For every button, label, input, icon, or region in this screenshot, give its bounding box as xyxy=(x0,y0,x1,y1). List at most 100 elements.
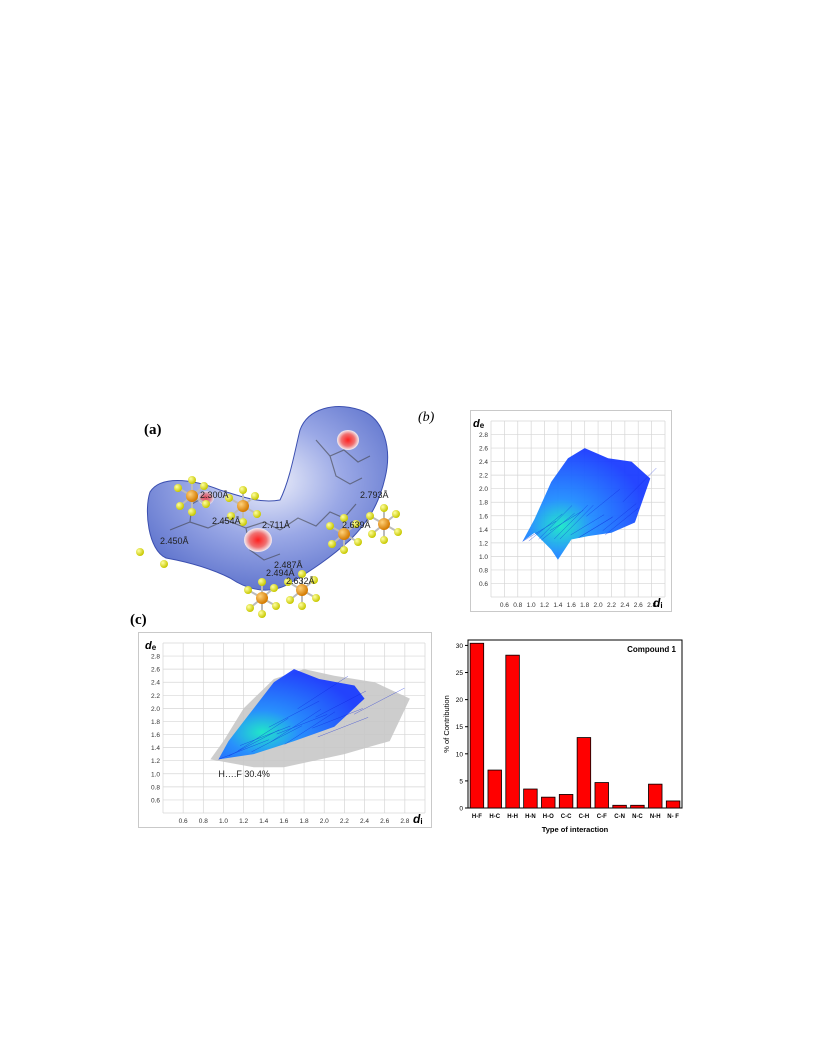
y-tick-label: 0.6 xyxy=(479,581,488,588)
y-tick-label: 1.6 xyxy=(151,732,160,739)
y-tick-label: 2.6 xyxy=(479,446,488,453)
y-tick-label: 15 xyxy=(456,724,464,731)
y-tick-label: 1.2 xyxy=(479,540,488,547)
x-tick-label: C-H xyxy=(579,814,590,820)
x-tick-label: 0.6 xyxy=(500,602,509,609)
x-tick-label: 1.0 xyxy=(219,818,228,825)
y-tick-label: 1.4 xyxy=(151,745,160,752)
x-tick-label: C-N xyxy=(614,814,625,820)
texture-line xyxy=(251,725,303,753)
pf6-anions xyxy=(136,476,402,618)
texture-line xyxy=(317,717,369,738)
x-tick-label: C-F xyxy=(597,814,607,820)
x-tick-label: H-O xyxy=(543,814,554,820)
texture-line xyxy=(538,505,573,540)
y-tick-label: 0.8 xyxy=(479,567,488,574)
chart-title: Compound 1 xyxy=(627,645,676,654)
y-tick-label: 5 xyxy=(459,778,463,785)
x-tick-label: C-C xyxy=(561,814,572,820)
texture-line xyxy=(276,714,328,735)
x-tick-label: 1.4 xyxy=(259,818,268,825)
x-tick-label: 2.6 xyxy=(380,818,389,825)
y-tick-label: 1.2 xyxy=(151,758,160,765)
y-axis-label: de xyxy=(473,418,485,430)
y-tick-label: 0.8 xyxy=(151,784,160,791)
texture-line xyxy=(270,709,322,743)
y-tick-label: 2.6 xyxy=(151,667,160,674)
x-tick-label: 2.8 xyxy=(400,818,409,825)
x-tick-label: H-N xyxy=(525,814,536,820)
bar xyxy=(648,783,663,809)
y-tick-label: 1.4 xyxy=(479,527,488,534)
bar xyxy=(630,804,645,809)
y-tick-label: 10 xyxy=(456,751,464,758)
x-tick-label: 1.2 xyxy=(540,602,549,609)
y-tick-label: 2.2 xyxy=(479,473,488,480)
fingerprint-points xyxy=(218,669,365,760)
bar xyxy=(594,782,609,809)
distance-label: 2.793Å xyxy=(360,490,389,500)
x-axis-label: Type of interaction xyxy=(542,825,609,834)
x-tick-label: 2.4 xyxy=(620,602,629,609)
bar xyxy=(487,769,502,809)
y-tick-label: 25 xyxy=(456,670,464,677)
y-tick-label: 2.2 xyxy=(151,693,160,700)
x-tick-label: 2.4 xyxy=(360,818,369,825)
x-axis-label: di xyxy=(653,596,663,610)
x-tick-label: 2.0 xyxy=(320,818,329,825)
y-tick-label: 1.0 xyxy=(479,554,488,561)
y-axis-label: de xyxy=(145,640,157,652)
y-tick-label: 2.4 xyxy=(479,459,488,466)
x-tick-label: N-H xyxy=(650,814,661,820)
texture-line xyxy=(578,517,613,538)
hirshfeld-surface-image: 2.300Å 2.454Å 2.711Å 2.450Å 2.639Å 2.793… xyxy=(136,406,402,618)
y-tick-label: 1.8 xyxy=(151,719,160,726)
bar xyxy=(505,654,520,809)
x-tick-label: 1.6 xyxy=(279,818,288,825)
texture-line xyxy=(268,700,320,728)
texture-line xyxy=(284,711,336,745)
x-tick-label: 2.0 xyxy=(594,602,603,609)
distance-label: 2.632Å xyxy=(286,576,315,586)
texture-line xyxy=(239,725,291,746)
plot-area xyxy=(467,639,683,809)
y-axis-label: % of Contribution xyxy=(442,695,451,753)
fingerprint-texture xyxy=(218,675,405,760)
y-tick-label: 2.0 xyxy=(479,486,488,493)
texture-line xyxy=(559,504,594,540)
texture-line xyxy=(554,504,588,540)
distance-label: 2.454Å xyxy=(212,516,241,526)
texture-line xyxy=(315,690,367,718)
x-axis-label: di xyxy=(413,812,423,826)
texture-line xyxy=(522,520,557,542)
texture-line xyxy=(297,675,349,710)
x-tick-label: N-C xyxy=(632,814,643,820)
texture-line xyxy=(570,514,605,536)
x-tick-label: N- F xyxy=(667,814,679,820)
x-tick-label: 1.4 xyxy=(553,602,562,609)
x-tick-label: 1.8 xyxy=(580,602,589,609)
texture-line xyxy=(218,739,269,760)
distance-label: 2.450Å xyxy=(160,536,189,546)
texture-line xyxy=(237,718,289,752)
highlight-annotation: H….F 30.4% xyxy=(218,769,270,779)
x-tick-label: 1.8 xyxy=(300,818,309,825)
y-tick-label: 30 xyxy=(456,643,464,650)
fingerprint-texture xyxy=(522,467,657,542)
texture-line xyxy=(228,729,280,757)
bar xyxy=(541,796,556,809)
fingerprint-plot-hf: 0.6 0.8 1.0 1.2 1.4 1.6 1.8 2.0 2.2 2.4 2.6 2.8 0.6 0… xyxy=(138,632,432,828)
texture-line xyxy=(528,513,563,542)
y-tick-label: 2.4 xyxy=(151,680,160,687)
y-tick-label: 2.8 xyxy=(479,432,488,439)
x-tick-label: 2.6 xyxy=(634,602,643,609)
texture-line xyxy=(312,708,363,729)
contribution-bar-chart: 0 5 10 15 20 25 30 H-F H-C H-H H-N H-O C-C C-H C-F C-N N… xyxy=(438,632,690,844)
x-tick-label: 0.6 xyxy=(179,818,188,825)
x-tick-label: H-H xyxy=(507,814,518,820)
bar xyxy=(576,737,592,809)
panel-c-label: (c) xyxy=(130,612,147,628)
texture-line xyxy=(549,510,584,531)
x-tick-label: 1.6 xyxy=(567,602,576,609)
x-tick-label: 0.8 xyxy=(513,602,522,609)
